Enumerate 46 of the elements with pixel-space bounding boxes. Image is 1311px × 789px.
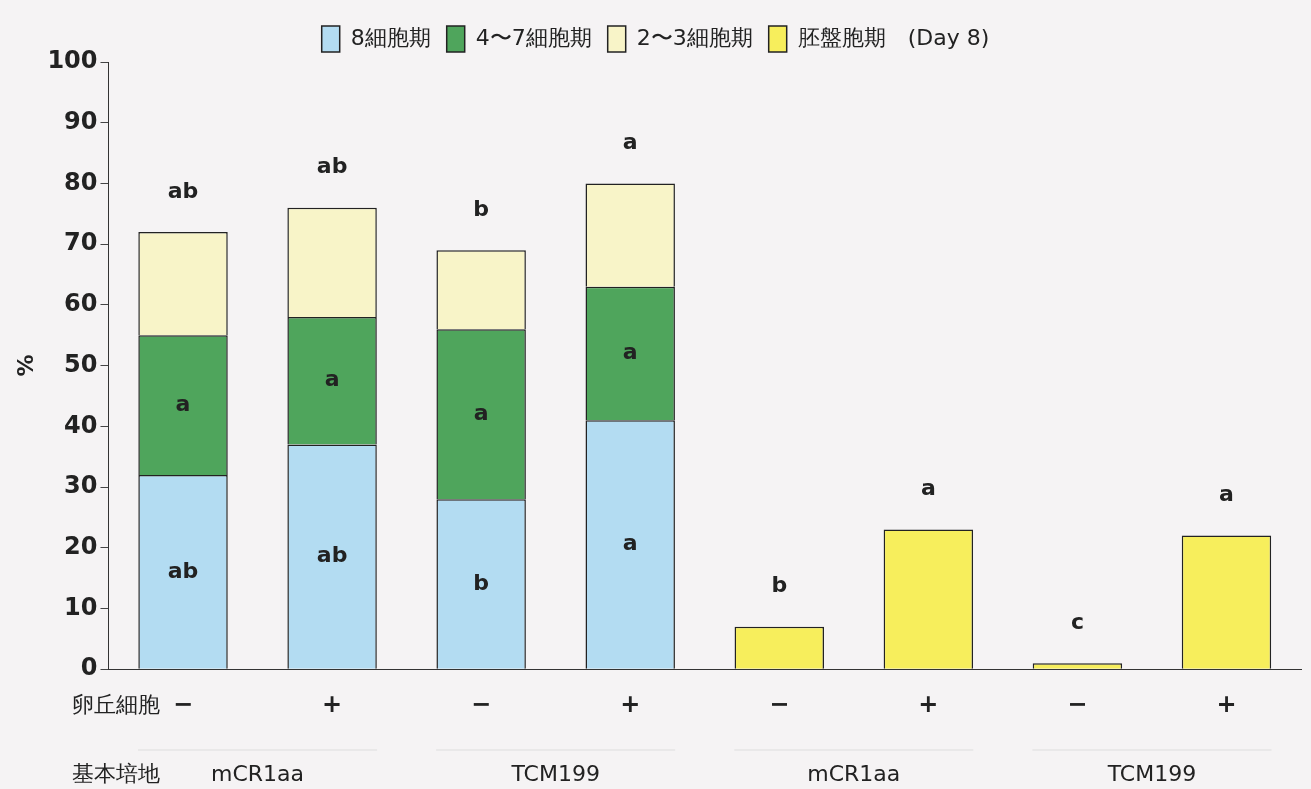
data-label: a [473,399,489,425]
data-label: c [1070,608,1084,634]
data-label: b [473,569,490,595]
data-label: b [473,195,490,221]
x-tick-label: − [769,689,790,718]
text: TCM199 [510,760,600,786]
x-tick-label: − [471,689,492,718]
data-label: ab [167,177,199,203]
legend-label: 2〜3細胞期 [636,24,753,50]
y-tick-label: 30 [64,471,98,500]
data-label: a [622,129,638,155]
data-label: ab [167,557,199,583]
text: mCR1aa [807,760,901,786]
x-tick-label: + [918,689,939,718]
text: 基本培地 [72,760,160,786]
data-label: a [1219,481,1234,507]
data-label: ab [316,542,348,568]
legend-label: 4〜7細胞期 [475,24,592,50]
data-label: a [622,339,638,365]
text: 卵丘細胞 [72,691,160,717]
x-tick-label: + [322,689,343,718]
y-tick-label: 20 [64,531,98,560]
legend-label: 胚盤胞期 (Day 8) [797,24,990,50]
y-tick-label: 100 [47,46,98,75]
y-tick-label: 70 [64,228,98,257]
text: mCR1aa [211,760,305,786]
y-axis-title: % [12,354,38,377]
data-label: b [771,572,788,598]
data-label: ab [316,153,348,179]
x-tick-label: − [1067,689,1088,718]
y-tick-label: 80 [64,167,98,196]
y-tick-label: 50 [64,349,98,378]
data-label: a [175,390,191,416]
y-tick-label: 40 [64,410,98,439]
data-label: a [622,530,638,556]
x-tick-label: − [172,689,194,718]
y-tick-label: 0 [80,653,98,682]
y-tick-label: 60 [64,289,98,318]
y-tick-label: 10 [64,592,98,621]
x-tick-label: + [1216,689,1237,718]
y-tick-label: 90 [64,106,98,135]
data-label: a [920,475,936,501]
legend-label: 8細胞期 [350,24,431,50]
data-label: a [324,366,340,392]
x-tick-label: + [620,689,641,718]
text: TCM199 [1106,760,1197,786]
